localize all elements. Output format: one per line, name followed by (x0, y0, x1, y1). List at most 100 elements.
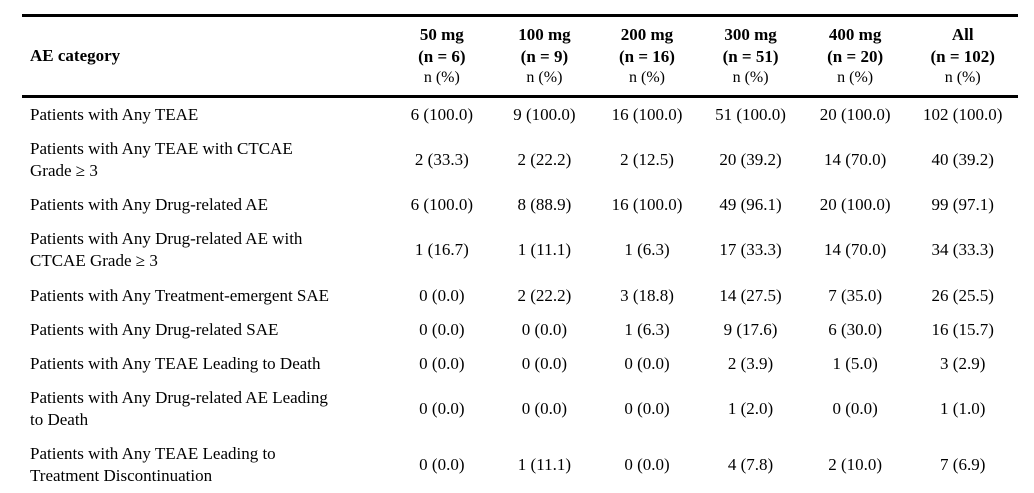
row-label: Patients with Any Treatment-emergent SAE (30, 285, 330, 305)
cell-value: 51 (100.0) (715, 104, 786, 124)
stat-label: n (%) (837, 69, 874, 87)
table-row: Patients with Any Drug-related AE Leadin… (22, 381, 1018, 437)
n-label: (n = 9) (520, 47, 569, 67)
cell-value: 0 (0.0) (419, 398, 465, 418)
cell-value: 0 (0.0) (624, 353, 670, 373)
n-label: (n = 102) (930, 47, 995, 67)
row-label: Patients with Any TEAE Leading to Treatm… (30, 444, 276, 486)
n-label: (n = 20) (827, 47, 884, 67)
table-row: Patients with Any TEAE 6 (100.0) 9 (100.… (22, 96, 1018, 132)
dose-label: All (951, 25, 974, 44)
cell-value: 0 (0.0) (624, 455, 670, 475)
table-row: Patients with Any TEAE Leading to Death … (22, 347, 1018, 381)
cell-value: 3 (18.8) (620, 285, 674, 305)
n-label: (n = 16) (618, 47, 675, 67)
cell-value: 2 (22.2) (517, 150, 572, 170)
table-row: Patients with Any Drug-related SAE 0 (0.… (22, 313, 1018, 347)
cell-value: 0 (0.0) (419, 285, 465, 305)
cell-value: 0 (0.0) (521, 398, 568, 418)
row-label: Patients with Any Drug-related AE with C… (30, 229, 303, 271)
stat-label: n (%) (423, 69, 460, 87)
table-row: Patients with Any TEAE with CTCAE Grade … (22, 132, 1018, 188)
cell-value: 9 (100.0) (513, 104, 576, 124)
header-row: AE category 50 mg (n = 6) n (%) 100 mg (… (22, 15, 1018, 98)
cell-value: 20 (100.0) (819, 195, 891, 215)
cell-value: 102 (100.0) (923, 104, 1003, 124)
ae-summary-table: AE category 50 mg (n = 6) n (%) 100 mg (… (22, 14, 1018, 493)
stat-label: n (%) (628, 69, 665, 87)
stat-label: n (%) (944, 69, 981, 87)
cell-value: 1 (6.3) (624, 319, 670, 339)
column-header-50mg: 50 mg (n = 6) n (%) (390, 15, 494, 98)
table-row: Patients with Any TEAE Leading to Treatm… (22, 437, 1018, 493)
cell-value: 2 (33.3) (414, 150, 469, 170)
row-label: Patients with Any TEAE (30, 104, 199, 124)
column-header-300mg: 300 mg (n = 51) n (%) (698, 15, 803, 98)
cell-value: 20 (100.0) (819, 104, 891, 124)
cell-value: 0 (0.0) (419, 455, 465, 475)
cell-value: 6 (100.0) (410, 104, 473, 124)
cell-value: 6 (30.0) (828, 319, 883, 339)
cell-value: 8 (88.9) (517, 195, 572, 215)
table-header: AE category 50 mg (n = 6) n (%) 100 mg (… (22, 15, 1018, 98)
cell-value: 20 (39.2) (719, 150, 782, 170)
dose-label: 50 mg (419, 25, 464, 44)
cell-value: 99 (97.1) (931, 195, 994, 215)
cell-value: 17 (33.3) (719, 240, 782, 260)
cell-value: 40 (39.2) (931, 150, 994, 170)
cell-value: 0 (0.0) (521, 319, 568, 339)
stat-label: n (%) (526, 69, 563, 87)
cell-value: 1 (5.0) (832, 353, 878, 373)
cell-value: 4 (7.8) (727, 455, 774, 475)
cell-value: 0 (0.0) (521, 353, 568, 373)
cell-value: 0 (0.0) (624, 398, 670, 418)
cell-value: 7 (35.0) (828, 285, 883, 305)
cell-value: 7 (6.9) (940, 455, 986, 475)
cell-value: 2 (22.2) (517, 285, 572, 305)
n-label: (n = 6) (418, 47, 466, 67)
cell-value: 1 (11.1) (517, 240, 571, 260)
dose-label: 300 mg (724, 25, 777, 44)
cell-value: 2 (12.5) (620, 150, 674, 170)
cell-value: 6 (100.0) (410, 195, 473, 215)
cell-value: 14 (70.0) (823, 240, 887, 260)
row-label: Patients with Any Drug-related SAE (30, 319, 279, 339)
row-label: Patients with Any Drug-related AE (30, 195, 268, 215)
cell-value: 1 (1.0) (940, 398, 986, 418)
cell-value: 1 (2.0) (727, 398, 774, 418)
cell-value: 14 (70.0) (823, 150, 887, 170)
cell-value: 0 (0.0) (832, 398, 878, 418)
cell-value: 49 (96.1) (719, 195, 782, 215)
cell-value: 9 (17.6) (723, 319, 778, 339)
cell-value: 1 (6.3) (624, 240, 670, 260)
cell-value: 16 (100.0) (611, 104, 683, 124)
cell-value: 16 (15.7) (931, 319, 994, 339)
cell-value: 0 (0.0) (419, 353, 465, 373)
cell-value: 2 (3.9) (727, 353, 774, 373)
cell-value: 16 (100.0) (611, 195, 683, 215)
n-label: (n = 51) (722, 47, 779, 67)
column-header-ae-category: AE category (22, 15, 391, 98)
cell-value: 2 (10.0) (828, 455, 883, 475)
column-header-all: All (n = 102) n (%) (907, 15, 1018, 98)
column-header-400mg: 400 mg (n = 20) n (%) (802, 15, 908, 98)
cell-value: 0 (0.0) (419, 319, 465, 339)
row-label: Patients with Any TEAE Leading to Death (30, 353, 321, 373)
cell-value: 26 (25.5) (931, 285, 994, 305)
cell-value: 34 (33.3) (931, 240, 994, 260)
cell-value: 3 (2.9) (940, 353, 986, 373)
dose-label: 200 mg (620, 25, 674, 44)
table-row: Patients with Any Treatment-emergent SAE… (22, 279, 1018, 313)
row-label: Patients with Any Drug-related AE Leadin… (30, 387, 328, 429)
table-body: Patients with Any TEAE 6 (100.0) 9 (100.… (22, 96, 1018, 493)
column-header-100mg: 100 mg (n = 9) n (%) (493, 15, 596, 98)
table-row: Patients with Any Drug-related AE with C… (22, 222, 1018, 278)
table-row: Patients with Any Drug-related AE 6 (100… (22, 188, 1018, 222)
cell-value: 1 (16.7) (414, 240, 469, 260)
row-label: Patients with Any TEAE with CTCAE Grade … (30, 139, 293, 181)
cell-value: 14 (27.5) (719, 285, 782, 305)
dose-label: 400 mg (828, 25, 882, 44)
dose-label: 100 mg (518, 25, 571, 44)
column-header-200mg: 200 mg (n = 16) n (%) (595, 15, 699, 98)
